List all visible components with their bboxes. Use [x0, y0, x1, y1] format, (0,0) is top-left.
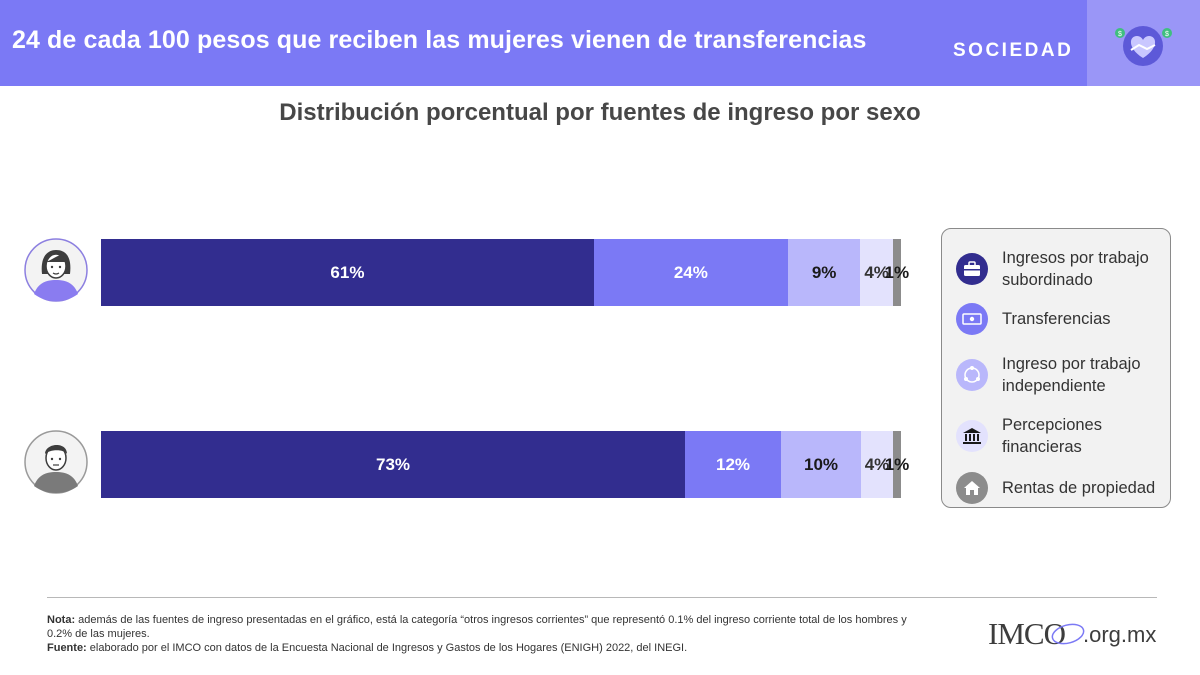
bar-value-label: 24% — [673, 262, 708, 282]
bar-value-label: 1% — [884, 454, 910, 474]
imco-logo[interactable]: IMCO .org.mx — [988, 612, 1158, 654]
bar-value-label: 73% — [375, 454, 411, 474]
legend-item-transferencias: Transferencias — [956, 303, 1172, 335]
bar-segment: 4% — [860, 239, 893, 306]
bar-segment: 4% — [861, 431, 893, 498]
bar-segment: 10% — [781, 431, 861, 498]
note-text: además de las fuentes de ingreso present… — [47, 614, 907, 640]
legend-label: Rentas de propiedad — [1002, 479, 1156, 497]
svg-text:$: $ — [1118, 31, 1122, 38]
bar-segment: 24% — [593, 239, 788, 306]
bar-segment: 61% — [101, 239, 594, 306]
bar-segment: 1% — [885, 239, 909, 306]
bar-segment: 9% — [787, 239, 861, 306]
legend-label: Transferencias — [1002, 310, 1111, 328]
legend-item-subordinado: Ingresos por trabajo subordinado — [956, 247, 1172, 291]
bar-value-label: 9% — [811, 262, 837, 282]
network-icon — [956, 359, 988, 391]
bar-segment: 1% — [885, 431, 909, 498]
bar-row-mujeres: 61% 24% 9% 4% 1% — [101, 239, 909, 306]
bar-value-label: 10% — [803, 454, 839, 474]
page-title: 24 de cada 100 pesos que reciben las muj… — [12, 26, 867, 54]
header-banner: 24 de cada 100 pesos que reciben las muj… — [0, 0, 1200, 86]
footer-divider — [47, 597, 1157, 598]
legend-label: Percepciones financieras — [1002, 416, 1102, 456]
chart-title: Distribución porcentual por fuentes de i… — [279, 99, 921, 126]
bar-segment: 12% — [685, 431, 781, 498]
bar-value-label: 4% — [864, 262, 889, 282]
note-label: Nota: — [47, 614, 76, 626]
legend-label: Ingresos por trabajo subordinado — [1002, 249, 1149, 289]
legend: Ingresos por trabajo subordinado Transfe… — [941, 228, 1171, 508]
legend-item-rentas: Rentas de propiedad — [956, 472, 1172, 504]
bar-segment: 73% — [101, 431, 685, 498]
svg-text:$: $ — [1165, 31, 1169, 38]
handshake-heart-icon: $ $ — [1115, 26, 1172, 66]
source-text: elaborado por el IMCO con datos de la En… — [86, 642, 688, 654]
section-label: SOCIEDAD — [953, 40, 1074, 61]
bank-icon — [956, 420, 988, 452]
bar-value-label: 4% — [864, 454, 890, 474]
man-avatar-icon — [24, 430, 88, 494]
woman-avatar-icon — [24, 238, 88, 302]
bar-value-label: 1% — [884, 262, 910, 282]
note-line: Nota: además de las fuentes de ingreso p… — [47, 613, 927, 641]
source-label: Fuente: — [47, 642, 87, 654]
briefcase-icon — [956, 253, 988, 285]
legend-label: Ingreso por trabajo independiente — [1002, 355, 1141, 395]
source-line: Fuente: elaborado por el IMCO con datos … — [47, 641, 927, 655]
bar-value-label: 12% — [715, 454, 751, 474]
logo-suffix: .org.mx — [1083, 622, 1157, 647]
logo-swirl-icon — [1051, 623, 1085, 645]
legend-item-independiente: Ingreso por trabajo independiente — [956, 353, 1172, 397]
money-icon — [956, 303, 988, 335]
bar-value-label: 61% — [330, 262, 365, 282]
legend-item-financieras: Percepciones financieras — [956, 414, 1172, 458]
house-icon — [956, 472, 988, 504]
section-badge: $ $ — [1087, 0, 1200, 86]
bar-row-hombres: 73% 12% 10% 4% 1% — [101, 431, 909, 498]
footer-notes: Nota: además de las fuentes de ingreso p… — [47, 613, 927, 655]
